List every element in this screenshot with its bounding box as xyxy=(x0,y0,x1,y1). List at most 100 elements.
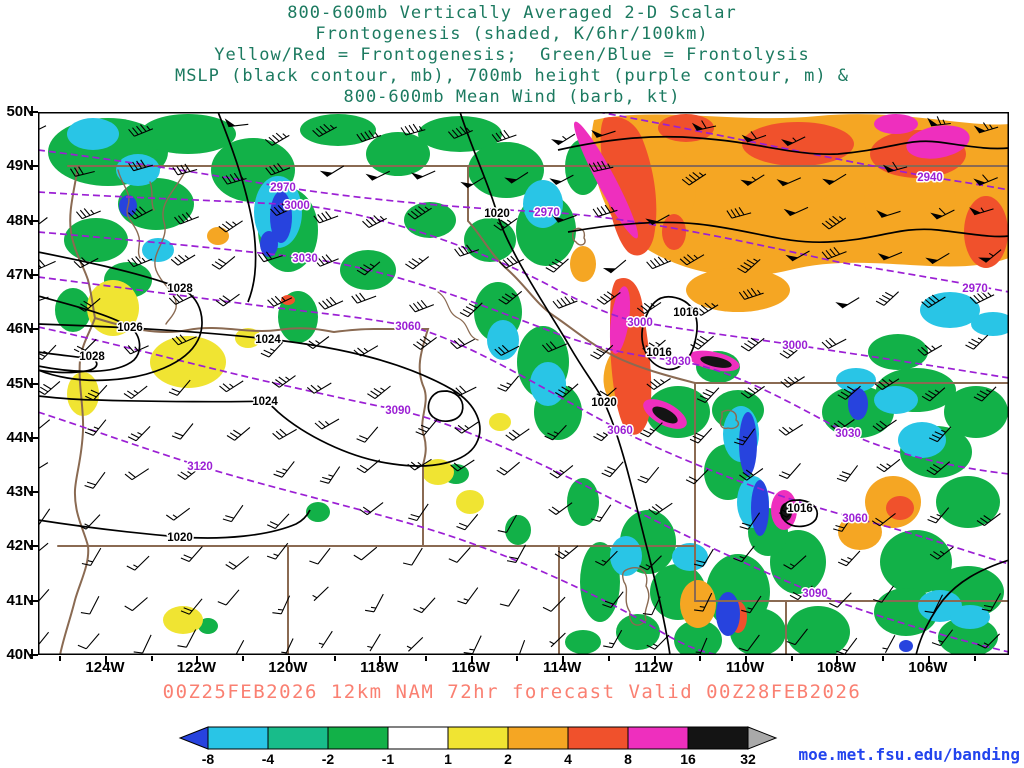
wind-barb xyxy=(506,544,526,563)
lat-tick xyxy=(30,273,38,276)
height-contour-label: 2970 xyxy=(534,207,560,219)
wind-barb xyxy=(828,173,847,186)
height-contour-label: 3030 xyxy=(665,356,691,368)
wind-barb xyxy=(127,256,153,268)
wind-barb xyxy=(693,302,719,316)
wind-barb xyxy=(272,428,297,440)
colorbar-tick-label: 2 xyxy=(504,751,512,767)
lon-tick xyxy=(973,656,976,661)
wind-barb xyxy=(365,593,384,613)
wind-barb xyxy=(747,174,765,186)
wind-barb xyxy=(642,339,666,354)
wind-barb xyxy=(180,598,203,615)
wind-barb xyxy=(603,629,623,649)
lat-axis-label: 40N xyxy=(6,646,34,663)
wind-barb xyxy=(225,556,250,570)
wind-barb xyxy=(353,345,379,357)
wind-barb xyxy=(353,546,378,561)
wind-barb xyxy=(636,301,662,315)
wind-barb xyxy=(830,419,855,432)
wind-barb xyxy=(405,256,430,270)
lat-tick xyxy=(30,654,38,656)
wind-barb xyxy=(448,547,471,563)
wind-barb-pennant xyxy=(319,170,333,177)
wind-barb-pennant xyxy=(876,210,889,218)
wind-barb xyxy=(456,514,479,531)
wind-barb-pennant xyxy=(969,207,981,215)
wind-barb xyxy=(266,513,290,529)
wind-barb xyxy=(454,244,480,257)
wind-barb xyxy=(926,461,951,476)
mslp-contour-label: 1024 xyxy=(252,396,278,408)
wind-barb xyxy=(552,296,578,309)
forecast-caption: 00Z25FEB2026 12km NAM 72hr forecast Vali… xyxy=(162,681,862,703)
colorbar-left-arrow xyxy=(178,726,209,750)
wind-barb xyxy=(930,116,951,127)
wind-barb xyxy=(38,508,51,526)
wind-barb xyxy=(77,633,100,650)
wind-barb xyxy=(733,545,755,563)
wind-barb xyxy=(931,629,954,647)
wind-barb xyxy=(541,341,568,353)
wind-barb xyxy=(969,291,995,304)
wind-barb xyxy=(648,502,673,515)
wind-barb xyxy=(965,334,989,350)
wind-barb xyxy=(549,632,566,648)
wind-barb xyxy=(219,380,244,393)
wind-barb xyxy=(70,166,95,177)
wind-barb xyxy=(821,215,847,230)
wind-barb xyxy=(235,639,245,655)
wind-barb xyxy=(80,595,100,615)
height-contour-label: 3120 xyxy=(187,461,213,473)
wind-barb xyxy=(974,207,994,216)
wind-barb xyxy=(789,585,813,601)
lon-tick xyxy=(150,656,153,661)
wind-barb xyxy=(272,595,291,615)
wind-barb xyxy=(128,124,154,137)
wind-barb xyxy=(356,459,381,474)
wind-barb xyxy=(266,542,289,560)
credit-link[interactable]: moe.met.fsu.edu/banding xyxy=(798,745,1020,764)
wind-barb xyxy=(837,385,861,400)
wind-barb xyxy=(75,208,101,220)
wind-barb xyxy=(171,423,194,440)
wind-barb xyxy=(593,387,617,402)
lon-axis-label: 110W xyxy=(725,659,765,676)
lon-tick xyxy=(562,656,565,664)
wind-barb xyxy=(696,387,720,404)
wind-barb xyxy=(505,428,530,441)
lon-axis-label: 112W xyxy=(634,659,673,676)
lon-tick xyxy=(836,656,839,664)
colorbar-tick-label: 16 xyxy=(680,751,696,767)
wind-barb xyxy=(829,592,852,608)
wind-barb xyxy=(917,344,943,356)
wind-barb xyxy=(85,384,108,401)
wind-barb xyxy=(123,385,148,399)
lat-axis-label: 48N xyxy=(6,211,34,229)
wind-barb xyxy=(737,258,761,274)
lon-axis-label: 120W xyxy=(268,659,308,676)
wind-barb xyxy=(557,133,576,146)
lon-tick xyxy=(653,656,656,664)
wind-barb xyxy=(451,385,477,397)
colorbar: -8 -4 -2 -1 1 2 4 8 16 32 xyxy=(178,726,778,767)
wind-barb xyxy=(544,424,567,441)
wind-barb xyxy=(883,251,903,261)
colorbar-right-arrow xyxy=(747,726,778,750)
wind-barb xyxy=(695,637,708,655)
colorbar-segment xyxy=(507,726,569,750)
wind-barb xyxy=(881,210,901,218)
wind-barb xyxy=(356,130,382,143)
wind-barb xyxy=(882,634,896,653)
wind-barb xyxy=(936,207,955,220)
wind-barb xyxy=(977,633,1000,649)
wind-barb xyxy=(226,426,251,441)
wind-barb xyxy=(555,383,579,398)
wind-barb xyxy=(415,419,438,436)
lon-tick xyxy=(105,656,107,664)
lon-axis-label: 116W xyxy=(451,659,490,676)
wind-barb xyxy=(924,171,943,183)
wind-barb xyxy=(646,378,671,390)
colorbar-segment xyxy=(447,726,509,750)
